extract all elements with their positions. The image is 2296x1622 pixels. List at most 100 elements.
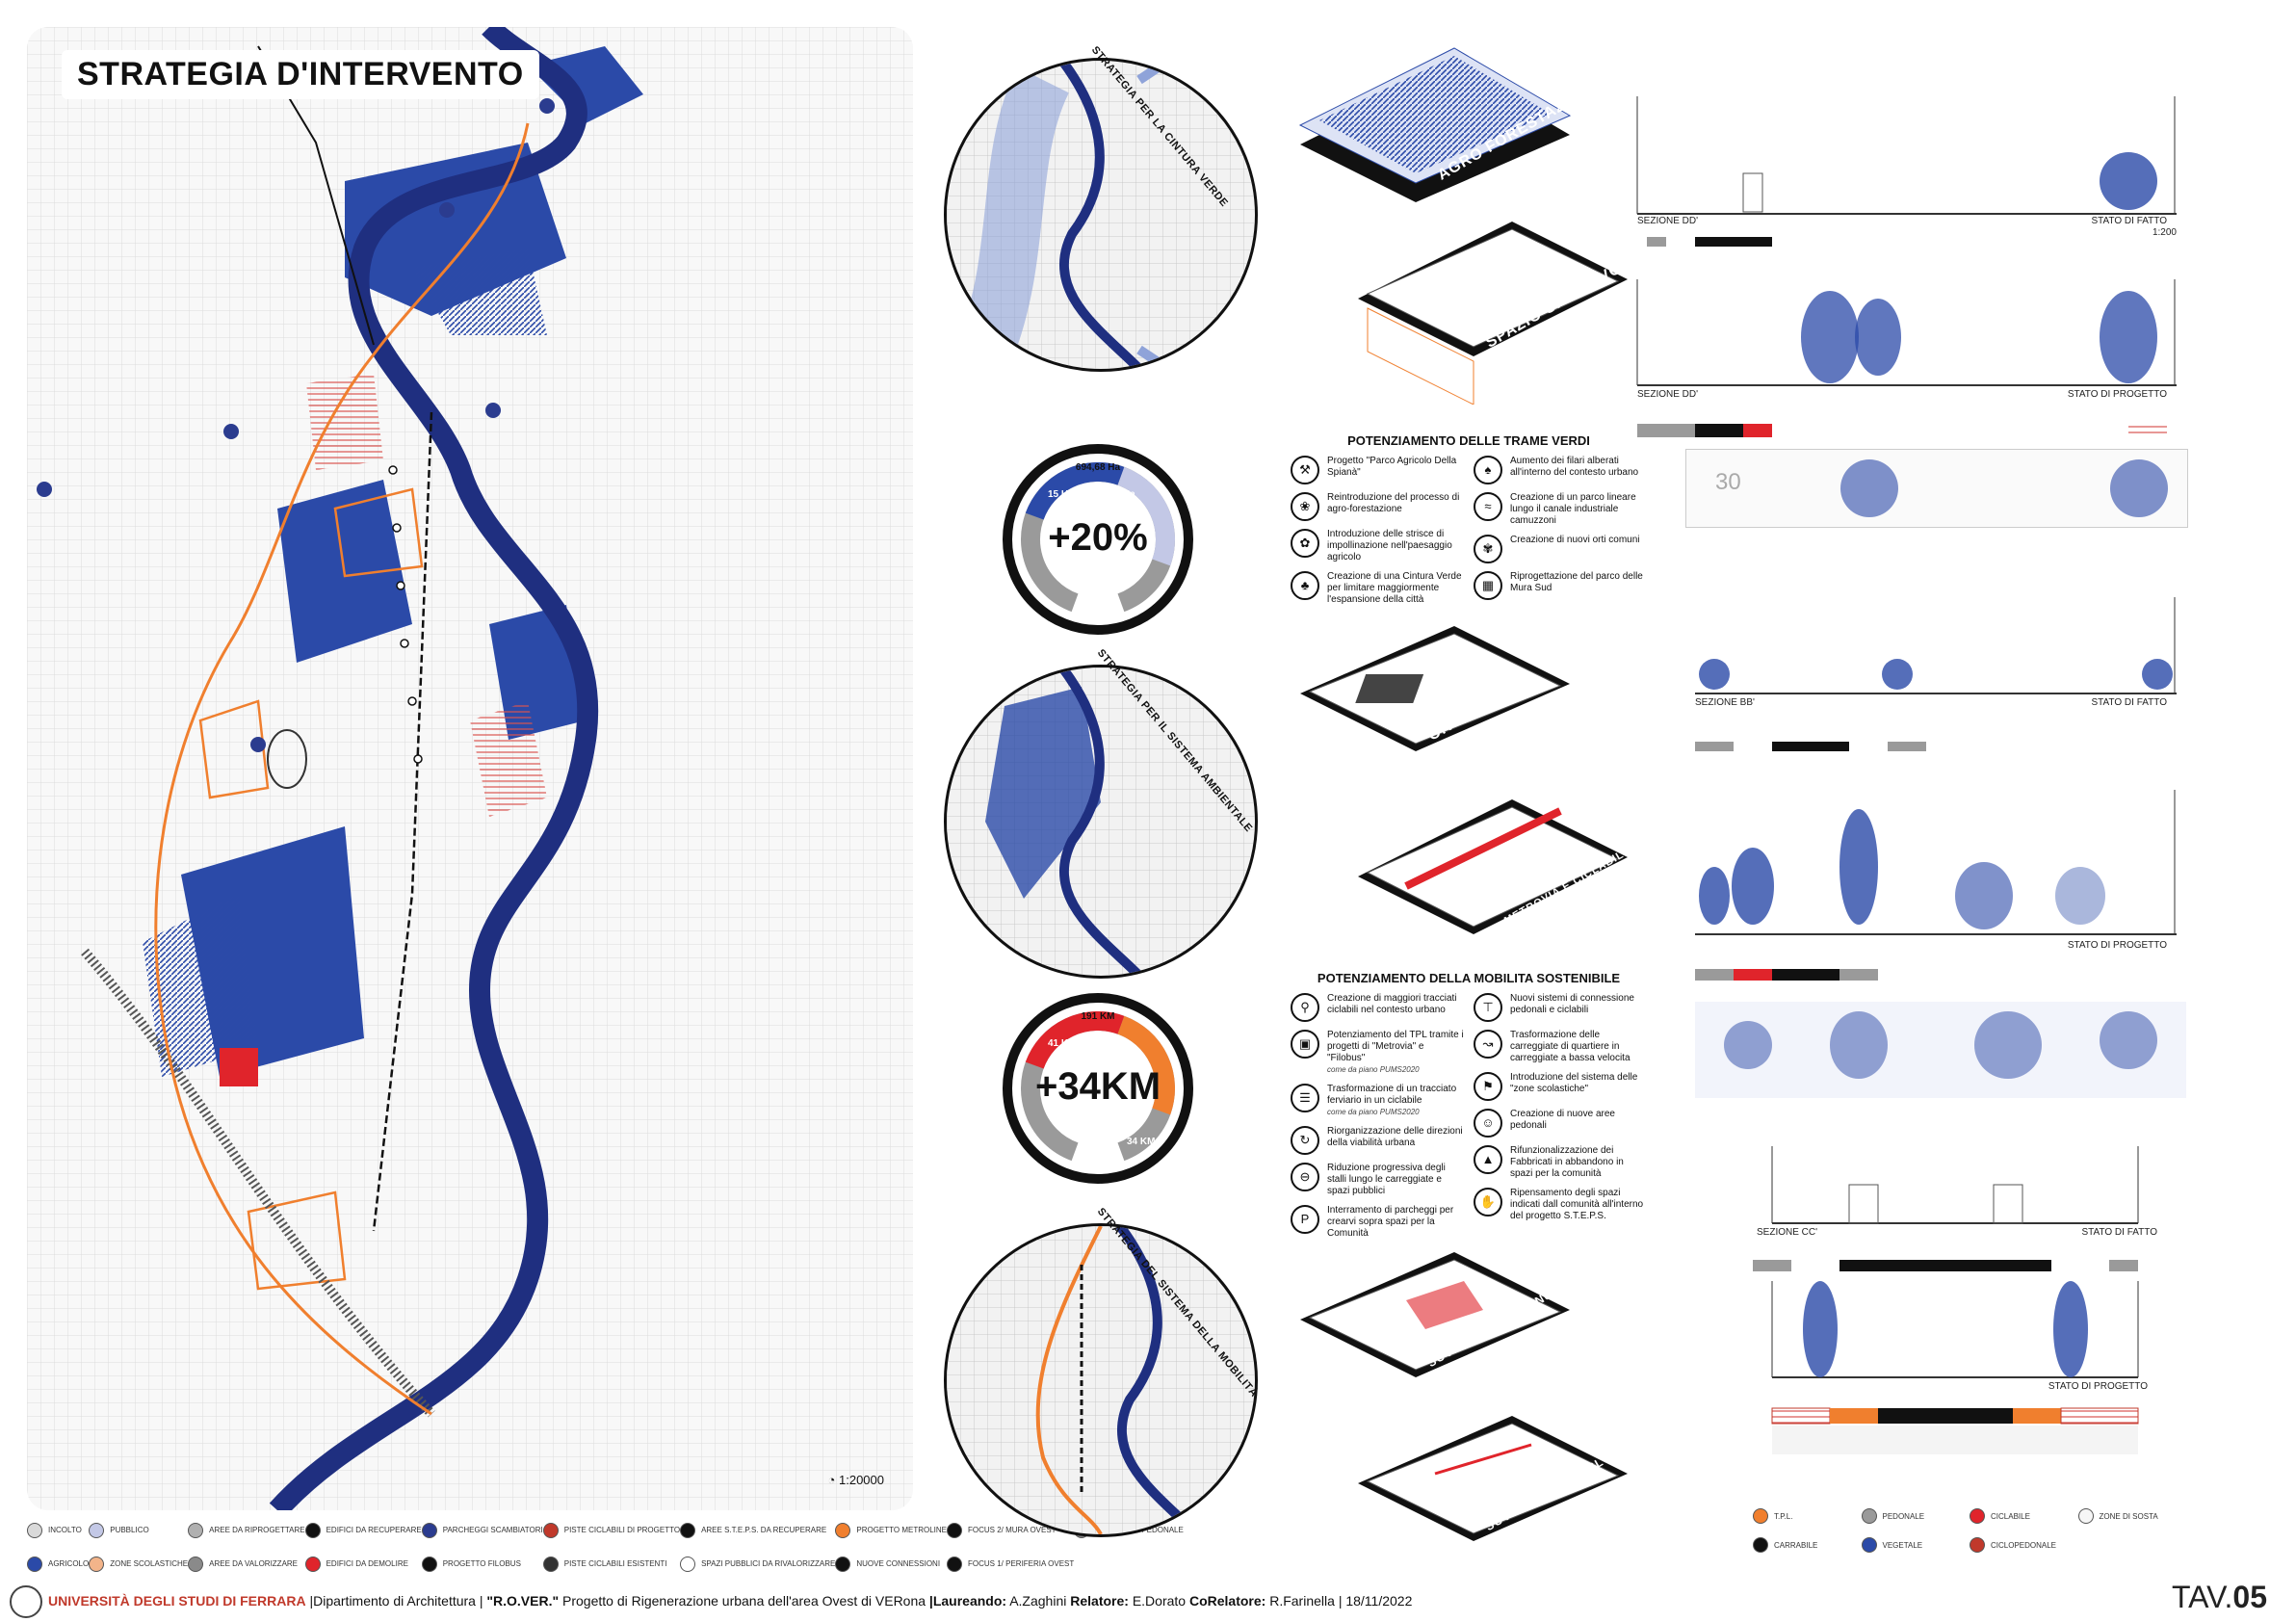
legend-item: PROGETTO FILOBUS xyxy=(421,1552,543,1576)
footer-project: "R.O.VER." xyxy=(486,1593,560,1609)
tree-plan xyxy=(1724,1021,1772,1069)
legend-swatch xyxy=(680,1522,696,1538)
sheet-number: TAV.05 xyxy=(2172,1580,2267,1615)
section-dd-plan: 30 xyxy=(1685,449,2188,528)
page-title: STRATEGIA D'INTERVENTO xyxy=(62,50,539,99)
legend-label: INCOLTO xyxy=(48,1526,82,1534)
strategy-icon: ⚒ xyxy=(1291,456,1319,484)
footer-corelatore: R.Farinella xyxy=(1269,1593,1335,1609)
new-connection xyxy=(400,639,409,648)
legend-item: ZONE SCOLASTICHE xyxy=(89,1552,188,1576)
strategy-item: ⊤ Nuovi sistemi di connessione pedonali e… xyxy=(1474,993,1647,1022)
strategy-note: come da piano PUMS2020 xyxy=(1327,1108,1420,1116)
green-list-left: ⚒ Progetto "Parco Agricolo Della Spianà" ❀… xyxy=(1291,456,1464,606)
mobility-drawing xyxy=(947,1226,1255,1534)
section-state: STATO DI FATTO xyxy=(2081,1227,2157,1238)
legend-label: PEDONALE xyxy=(1882,1511,1925,1521)
strategy-item: ❀ Reintroduzione del processo di agro-for… xyxy=(1291,492,1464,521)
adige-river xyxy=(269,27,599,1510)
strategy-text-block: Rifunzionalizzazione dei Fabbricati in a… xyxy=(1510,1145,1647,1180)
strategy-icon: P xyxy=(1291,1205,1319,1234)
ring2-top-value: 191 KM xyxy=(1081,1011,1115,1022)
legend-label: EDIFICI DA RECUPERARE xyxy=(326,1526,422,1534)
strategy-icon: ⚲ xyxy=(1291,993,1319,1022)
iso-sport-drawing xyxy=(1358,222,1628,406)
strategy-icon: ▣ xyxy=(1291,1030,1319,1059)
section-legend: T.P.L. PEDONALE CICLABILE ZONE DI SOSTA CARR… xyxy=(1753,1508,2186,1553)
legend-item: AGRICOLO xyxy=(27,1552,89,1576)
legend-item: EDIFICI DA RECUPERARE xyxy=(304,1518,422,1542)
footer-relatore-label: Relatore: xyxy=(1070,1593,1129,1609)
iso-monumental-overpass: SOVRAPPASSO MONUMENTALE xyxy=(1291,1243,1609,1406)
strategy-item: ☺ Creazione di nuove aree pedonali xyxy=(1474,1109,1647,1138)
strategy-text: Introduzione delle strisce di impollinaz… xyxy=(1327,529,1452,562)
legend-label: PISTE CICLABILI ESISTENTI xyxy=(563,1559,667,1568)
legend-item: FOCUS 1/ PERIFERIA OVEST xyxy=(947,1552,1074,1576)
strategy-text-block: Creazione di una Cintura Verde per limit… xyxy=(1327,571,1464,606)
strategy-text: Creazione di un parco lineare lungo il c… xyxy=(1510,492,1636,526)
strategy-item: ↻ Riorganizzazione delle direzioni della … xyxy=(1291,1126,1464,1155)
strategy-item: ▦ Riprogettazione del parco delle Mura Su… xyxy=(1474,571,1647,600)
legend-label: FOCUS 2/ MURA OVEST xyxy=(968,1526,1057,1534)
strategy-text: Nuovi sistemi di connessione pedonali e … xyxy=(1510,993,1634,1015)
strategy-icon: ✾ xyxy=(1474,535,1502,563)
legend-item: PUBBLICO xyxy=(89,1518,188,1542)
parking-marker xyxy=(539,98,555,114)
legend-label: PISTE CICLABILI DI PROGETTO xyxy=(563,1526,681,1534)
section-bb-existing: SEZIONE BB' STATO DI FATTO xyxy=(1695,597,2186,751)
map-drawing xyxy=(27,27,913,1510)
green-list-right: ♠ Aumento dei filari alberati all'interno… xyxy=(1474,456,1647,606)
strategy-text-block: Creazione di maggiori tracciati ciclabil… xyxy=(1327,993,1464,1016)
iso-metro-bike: METROVIA E CICLABILE xyxy=(1348,790,1637,963)
legend-swatch xyxy=(1753,1537,1768,1553)
mobility-list-left: ⚲ Creazione di maggiori tracciati ciclabi… xyxy=(1291,993,1464,1240)
strategy-icon: ✿ xyxy=(1291,529,1319,558)
strategy-icon: ❀ xyxy=(1291,492,1319,521)
legend-item: PISTE CICLABILI DI PROGETTO xyxy=(542,1518,681,1542)
footer-corelatore-label: CoRelatore: xyxy=(1188,1593,1266,1609)
tav-number: 05 xyxy=(2232,1580,2267,1614)
legend-label: PARCHEGGI SCAMBIATORI xyxy=(442,1526,543,1534)
section-bb-plan xyxy=(1695,1002,2186,1098)
legend-label: ZONE DI SOSTA xyxy=(2099,1511,2158,1521)
iso-pedestrian-drawing xyxy=(1358,1416,1628,1541)
ring2-svg xyxy=(1003,993,1193,1184)
strategy-text: Trasformazione di un tracciato ferviario… xyxy=(1327,1084,1457,1106)
strategy-text: Creazione di nuovi orti comuni xyxy=(1510,535,1640,545)
strategy-text: Progetto "Parco Agricolo Della Spianà" xyxy=(1327,456,1457,478)
strategy-icon: ☰ xyxy=(1291,1084,1319,1112)
section-cc-existing: SEZIONE CC' STATO DI FATTO xyxy=(1753,1146,2186,1271)
strategy-icon: ♣ xyxy=(1291,571,1319,600)
school-zone xyxy=(198,699,270,799)
ring-chart-mobility: +34KM 191 KM 41 KM 34 KM xyxy=(1002,992,1194,1185)
iso-agro-drawing xyxy=(1298,47,1572,202)
strategy-text-block: Introduzione delle strisce di impollinaz… xyxy=(1327,529,1464,563)
strategy-text-block: Reintroduzione del processo di agro-fore… xyxy=(1327,492,1464,515)
footer-date: | 18/11/2022 xyxy=(1338,1593,1413,1609)
iso-community-gardens: ORTI COMUNI xyxy=(1291,616,1579,780)
legend-item: AREE S.T.E.P.S. DA RECUPERARE xyxy=(680,1518,835,1542)
strategy-text-block: Nuovi sistemi di connessione pedonali e … xyxy=(1510,993,1647,1016)
strategy-item: ♠ Aumento dei filari alberati all'interno… xyxy=(1474,456,1647,484)
strategy-text-block: Riprogettazione del parco delle Mura Sud xyxy=(1510,571,1647,594)
legend-label: AREE S.T.E.P.S. DA RECUPERARE xyxy=(701,1526,827,1534)
parking-marker xyxy=(223,424,239,439)
ring1-value-a: 15 Ha xyxy=(1048,489,1074,500)
legend-label: CICLABILE xyxy=(1991,1511,2030,1521)
strategy-text-block: Aumento dei filari alberati all'interno … xyxy=(1510,456,1647,479)
footer-credits: UNIVERSITÀ DEGLI STUDI DI FERRARA |Dipar… xyxy=(48,1593,1412,1609)
strategy-icon: ✋ xyxy=(1474,1188,1502,1216)
legend-item: AREE DA VALORIZZARE xyxy=(188,1552,304,1576)
section-state: STATO DI FATTO xyxy=(2091,216,2167,226)
strategy-text-block: Ripensamento degli spazi indicati dall c… xyxy=(1510,1188,1647,1222)
ring-chart-green: +20% 694,68 Ha 15 Ha 12 Ha 55,68 Ha xyxy=(1002,443,1194,636)
strategy-text-block: Interramento di parcheggi per crearvi so… xyxy=(1327,1205,1464,1240)
section-cc-existing-drawing xyxy=(1753,1146,2139,1271)
legend-label: EDIFICI DA DEMOLIRE xyxy=(326,1559,408,1568)
ring-outer xyxy=(1003,444,1193,635)
footer-desc: Progetto di Rigenerazione urbana dell'ar… xyxy=(562,1593,926,1609)
strategy-text: Potenziamento del TPL tramite i progetti… xyxy=(1327,1030,1464,1063)
section-label: SEZIONE DD' xyxy=(1637,389,1699,400)
legend-label: T.P.L. xyxy=(1774,1511,1793,1521)
section-bb-existing-drawing xyxy=(1695,597,2177,751)
